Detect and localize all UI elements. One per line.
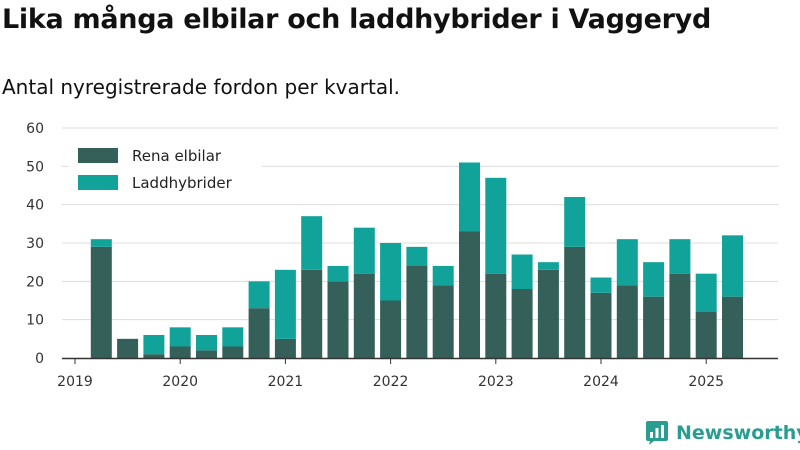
bar-laddhybrider	[669, 239, 691, 274]
bar-rena-elbilar	[485, 273, 507, 358]
x-tick-label: 2022	[373, 374, 409, 390]
y-axis-tick-labels: 0 10 20 30 40 50 60	[26, 121, 44, 367]
y-tick-label: 20	[26, 274, 44, 290]
legend-label: Laddhybrider	[132, 174, 233, 192]
brand: Newsworthy	[645, 420, 800, 446]
bar-laddhybrider	[643, 262, 665, 297]
bar-laddhybrider	[722, 235, 743, 297]
y-tick-label: 40	[26, 198, 44, 214]
bars	[90, 162, 743, 358]
bar-laddhybrider	[169, 327, 191, 347]
x-tick-label: 2019	[57, 374, 93, 390]
x-tick-label: 2021	[268, 374, 304, 390]
bar-laddhybrider	[353, 227, 375, 274]
bar-laddhybrider	[90, 239, 112, 247]
bar-rena-elbilar	[616, 285, 638, 358]
x-tick-label: 2020	[162, 374, 198, 390]
bar-rena-elbilar	[169, 346, 191, 358]
brand-name: Newsworthy	[676, 422, 800, 444]
bar-rena-elbilar	[353, 273, 375, 358]
bar-laddhybrider	[196, 335, 217, 351]
bar-rena-elbilar	[590, 292, 612, 358]
bar-laddhybrider	[511, 254, 533, 289]
chart-subtitle: Antal nyregistrerade fordon per kvartal.	[2, 75, 401, 99]
bar-laddhybrider	[564, 197, 586, 247]
y-tick-label: 0	[35, 351, 44, 367]
bar-rena-elbilar	[432, 285, 454, 358]
bar-laddhybrider	[406, 246, 428, 266]
y-tick-label: 30	[26, 236, 44, 252]
bar-laddhybrider	[537, 262, 559, 270]
bar-rena-elbilar	[722, 296, 743, 358]
bar-rena-elbilar	[117, 338, 139, 358]
y-tick-label: 60	[26, 121, 44, 137]
bar-laddhybrider	[485, 177, 507, 274]
bar-rena-elbilar	[196, 350, 217, 358]
bar-rena-elbilar	[537, 269, 559, 358]
bar-rena-elbilar	[327, 281, 349, 358]
legend-label: Rena elbilar	[132, 147, 222, 165]
bar-laddhybrider	[274, 269, 296, 339]
bar-rena-elbilar	[222, 346, 244, 358]
bar-laddhybrider	[459, 162, 480, 232]
bar-rena-elbilar	[274, 338, 296, 358]
bar-rena-elbilar	[90, 246, 112, 358]
bar-rena-elbilar	[669, 273, 691, 358]
bar-rena-elbilar	[248, 308, 270, 358]
bar-rena-elbilar	[380, 300, 402, 358]
x-tick-label: 2025	[688, 374, 724, 390]
bar-laddhybrider	[327, 266, 349, 282]
newsworthy-logo-icon	[646, 421, 668, 445]
bar-laddhybrider	[301, 216, 323, 270]
bar-laddhybrider	[616, 239, 638, 286]
legend-swatch	[78, 175, 118, 190]
bar-rena-elbilar	[511, 289, 533, 358]
x-tick-label: 2023	[478, 374, 514, 390]
bar-rena-elbilar	[695, 312, 717, 358]
bar-rena-elbilar	[301, 269, 323, 358]
legend-swatch	[78, 148, 118, 163]
bar-laddhybrider	[380, 243, 402, 301]
bar-laddhybrider	[695, 273, 717, 312]
bar-rena-elbilar	[643, 296, 665, 358]
x-tick-label: 2024	[583, 374, 619, 390]
y-tick-label: 10	[26, 313, 44, 329]
bar-laddhybrider	[143, 335, 165, 355]
bar-laddhybrider	[248, 281, 270, 309]
bar-rena-elbilar	[459, 231, 480, 358]
y-tick-label: 50	[26, 159, 44, 175]
bar-laddhybrider	[432, 266, 454, 286]
bar-rena-elbilar	[564, 246, 586, 358]
bar-rena-elbilar	[406, 266, 428, 358]
bar-laddhybrider	[590, 277, 612, 293]
x-axis: 2019 2020 2021 2022 2023 2024 2025	[57, 357, 778, 390]
bar-laddhybrider	[222, 327, 244, 347]
bar-rena-elbilar	[143, 354, 165, 358]
legend: Rena elbilar Laddhybrider	[68, 140, 262, 202]
chart-title: Lika många elbilar och laddhybrider i Va…	[2, 4, 711, 35]
